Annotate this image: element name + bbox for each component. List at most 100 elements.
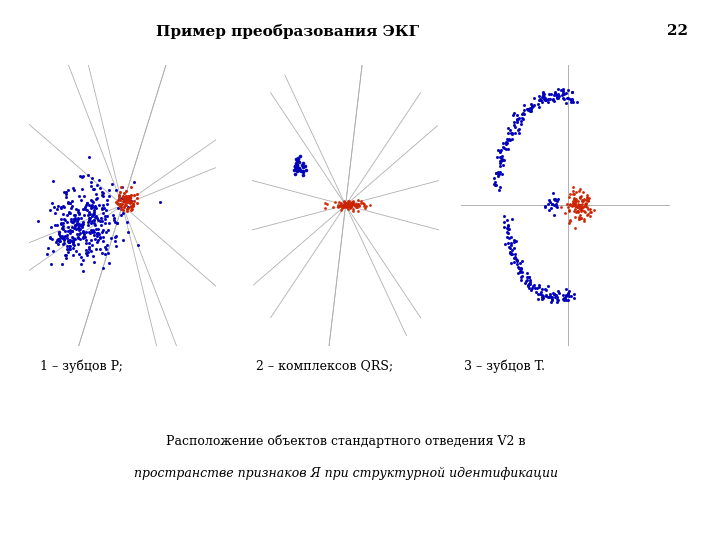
Point: [506, 134, 518, 143]
Point: [114, 201, 126, 210]
Point: [497, 139, 508, 147]
Point: [578, 217, 590, 225]
Point: [508, 238, 520, 246]
Point: [122, 203, 134, 212]
Point: [292, 166, 303, 175]
Point: [538, 88, 549, 97]
Point: [503, 129, 514, 138]
Point: [114, 191, 125, 200]
Point: [100, 227, 112, 236]
Point: [110, 198, 122, 206]
Point: [521, 275, 533, 284]
Point: [70, 211, 81, 219]
Point: [545, 293, 557, 302]
Point: [513, 263, 524, 272]
Point: [97, 192, 109, 200]
Point: [352, 200, 364, 209]
Point: [61, 245, 73, 254]
Point: [549, 293, 561, 301]
Point: [501, 135, 513, 144]
Point: [506, 130, 518, 139]
Point: [114, 202, 126, 211]
Point: [67, 234, 78, 242]
Point: [132, 240, 144, 249]
Point: [493, 186, 505, 194]
Point: [339, 198, 351, 207]
Point: [585, 207, 597, 216]
Point: [580, 195, 591, 204]
Point: [568, 289, 580, 298]
Point: [154, 198, 166, 206]
Point: [543, 293, 554, 301]
Point: [564, 287, 575, 295]
Point: [125, 202, 137, 211]
Text: 3 – зубцов T.: 3 – зубцов T.: [464, 359, 546, 373]
Point: [340, 202, 351, 211]
Point: [54, 232, 66, 240]
Point: [91, 229, 103, 238]
Point: [54, 237, 66, 245]
Point: [66, 215, 77, 224]
Point: [123, 196, 135, 205]
Point: [336, 205, 347, 214]
Point: [102, 200, 113, 208]
Point: [581, 193, 593, 201]
Point: [352, 201, 364, 210]
Point: [124, 193, 135, 202]
Point: [572, 207, 583, 215]
Point: [83, 228, 94, 237]
Point: [545, 90, 557, 98]
Point: [99, 250, 110, 259]
Point: [497, 161, 508, 170]
Point: [526, 102, 538, 110]
Point: [58, 214, 70, 223]
Point: [97, 226, 109, 234]
Point: [74, 228, 86, 237]
Point: [350, 200, 361, 208]
Point: [570, 207, 582, 216]
Point: [557, 295, 569, 304]
Point: [573, 214, 585, 223]
Point: [88, 203, 99, 212]
Point: [111, 231, 122, 240]
Point: [289, 163, 300, 171]
Point: [63, 197, 74, 206]
Point: [494, 183, 505, 191]
Point: [63, 227, 74, 235]
Point: [85, 236, 96, 245]
Point: [122, 194, 134, 203]
Point: [577, 202, 589, 211]
Point: [522, 105, 534, 114]
Point: [122, 203, 134, 212]
Point: [506, 214, 518, 223]
Point: [112, 198, 123, 207]
Point: [518, 114, 529, 123]
Point: [74, 234, 86, 243]
Point: [500, 240, 511, 249]
Point: [584, 207, 595, 216]
Point: [549, 88, 560, 97]
Point: [561, 285, 572, 294]
Point: [557, 93, 569, 102]
Point: [68, 215, 80, 224]
Point: [550, 200, 562, 208]
Point: [546, 293, 557, 301]
Point: [111, 219, 122, 228]
Point: [72, 240, 84, 248]
Point: [581, 193, 593, 202]
Point: [74, 225, 86, 233]
Point: [351, 199, 362, 208]
Point: [510, 256, 522, 265]
Point: [77, 172, 89, 180]
Point: [573, 214, 585, 223]
Point: [517, 272, 528, 281]
Point: [571, 98, 582, 106]
Point: [496, 170, 508, 178]
Point: [112, 196, 124, 205]
Point: [577, 197, 589, 205]
Point: [542, 95, 554, 104]
Point: [521, 269, 533, 278]
Point: [503, 135, 515, 144]
Point: [567, 183, 579, 191]
Point: [338, 202, 349, 211]
